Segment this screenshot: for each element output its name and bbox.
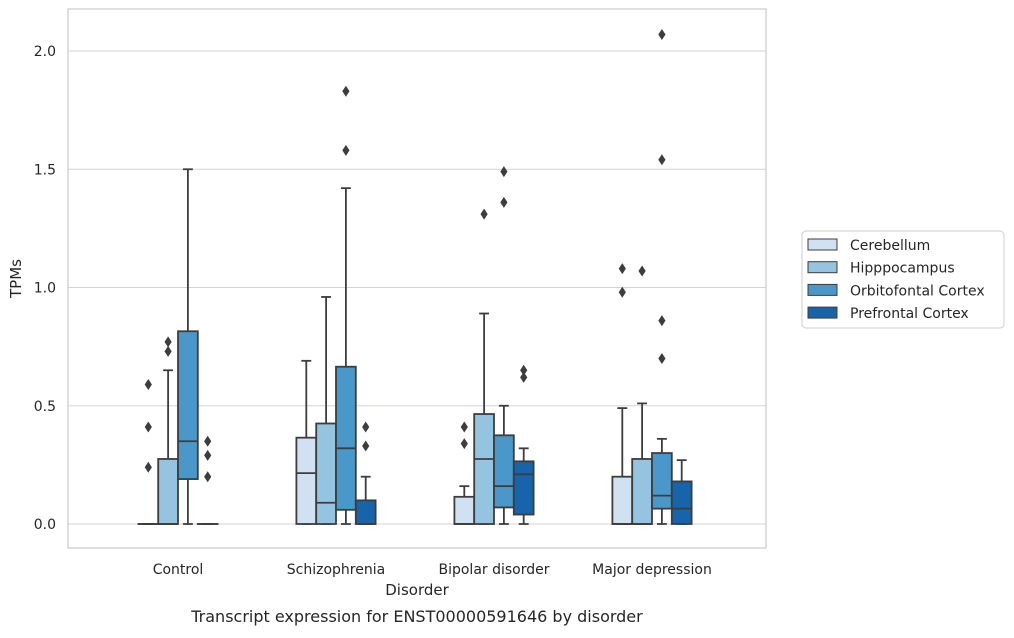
box-prefrontal-cortex <box>672 460 692 524</box>
category-group-bipolar-disorder <box>454 166 533 524</box>
box-iqr <box>652 453 672 509</box>
y-tick-label: 1.0 <box>34 281 56 297</box>
box-iqr <box>612 477 632 524</box>
box-hipppocampus <box>474 209 494 524</box>
outlier-point <box>658 154 665 165</box>
box-iqr <box>158 459 178 524</box>
legend-label: Cerebellum <box>850 238 930 254</box>
y-axis-label: TPMs <box>7 259 25 299</box>
y-tick-label: 0.0 <box>34 517 56 533</box>
outlier-point <box>145 422 152 433</box>
box-orbitofontal-cortex <box>336 86 356 524</box>
x-axis-ticks: Control Schizophrenia Bipolar disorder Majo… <box>153 562 712 578</box>
x-tick-label: Control <box>153 562 204 578</box>
box-hipppocampus <box>158 336 178 524</box>
box-prefrontal-cortex <box>356 422 376 524</box>
box-iqr <box>672 481 692 524</box>
box-cerebellum <box>612 263 632 524</box>
y-tick-label: 0.5 <box>34 399 56 415</box>
outlier-point <box>619 287 626 298</box>
y-tick-label: 2.0 <box>34 44 56 60</box>
legend-label: Prefrontal Cortex <box>850 306 969 322</box>
outlier-point <box>145 379 152 390</box>
category-group-control <box>138 169 217 524</box>
outlier-point <box>619 263 626 274</box>
x-axis-label: Disorder <box>385 581 449 599</box>
x-tick-label: Bipolar disorder <box>438 562 549 578</box>
legend-label: Orbitofontal Cortex <box>850 283 985 299</box>
outlier-point <box>639 265 646 276</box>
box-iqr <box>316 423 336 524</box>
box-prefrontal-cortex <box>514 365 534 524</box>
legend-swatch <box>808 262 837 273</box>
box-orbitofontal-cortex <box>494 166 514 524</box>
box-hipppocampus <box>632 265 652 524</box>
box-cerebellum <box>296 361 316 524</box>
box-iqr <box>494 435 514 507</box>
box-prefrontal-cortex <box>198 436 218 524</box>
outlier-point <box>165 346 172 357</box>
y-axis-ticks: 0.0 0.5 1.0 1.5 2.0 <box>34 44 56 533</box>
box-iqr <box>178 331 198 479</box>
outlier-point <box>461 422 468 433</box>
legend: Cerebellum Hipppocampus Orbitofontal Corte… <box>802 231 1004 328</box>
outlier-point <box>165 336 172 347</box>
outlier-point <box>658 29 665 40</box>
outlier-point <box>362 440 369 451</box>
outlier-point <box>362 422 369 433</box>
category-group-schizophrenia <box>296 86 375 524</box>
box-iqr <box>514 461 534 514</box>
outlier-point <box>500 197 507 208</box>
outlier-point <box>500 166 507 177</box>
y-tick-label: 1.5 <box>34 162 56 178</box>
outlier-point <box>520 372 527 383</box>
outlier-point <box>342 145 349 156</box>
legend-swatch <box>808 307 837 318</box>
outlier-point <box>145 462 152 473</box>
outlier-point <box>204 450 211 461</box>
box-iqr <box>454 497 474 524</box>
box-orbitofontal-cortex <box>178 169 198 524</box>
box-iqr <box>296 438 316 524</box>
box-cerebellum <box>138 379 158 524</box>
box-hipppocampus <box>316 297 336 524</box>
legend-swatch <box>808 284 837 295</box>
box-iqr <box>356 500 376 524</box>
outlier-point <box>461 438 468 449</box>
category-group-major-depression <box>612 29 691 524</box>
outlier-point <box>658 315 665 326</box>
box-plot-area <box>138 29 691 524</box>
outlier-point <box>204 436 211 447</box>
box-orbitofontal-cortex <box>652 29 672 524</box>
box-cerebellum <box>454 422 474 524</box>
legend-swatch <box>808 239 837 250</box>
chart-caption: Transcript expression for ENST0000059164… <box>190 607 643 626</box>
box-iqr <box>632 459 652 524</box>
box-iqr <box>474 414 494 524</box>
outlier-point <box>658 353 665 364</box>
x-tick-label: Schizophrenia <box>287 562 385 578</box>
legend-label: Hipppocampus <box>850 261 955 277</box>
outlier-point <box>481 209 488 220</box>
box-iqr <box>336 367 356 510</box>
x-tick-label: Major depression <box>592 562 712 578</box>
outlier-point <box>342 86 349 97</box>
outlier-point <box>204 471 211 482</box>
